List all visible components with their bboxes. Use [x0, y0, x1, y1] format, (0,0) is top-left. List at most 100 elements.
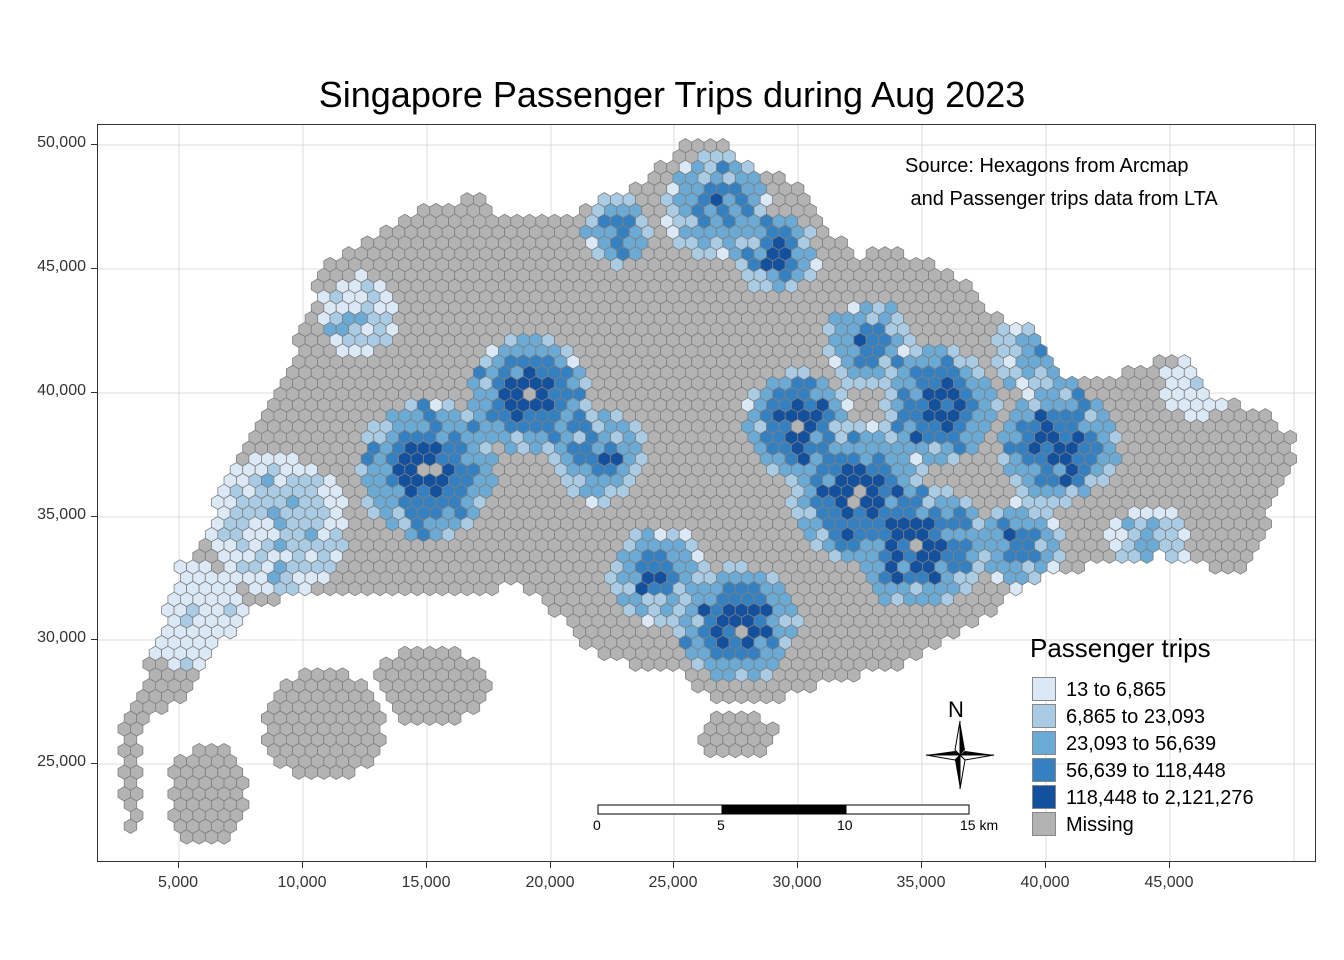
- x-tickmark: [1169, 862, 1170, 868]
- map-title: Singapore Passenger Trips during Aug 202…: [318, 74, 1026, 115]
- legend-label: 13 to 6,865: [1066, 679, 1167, 701]
- hexagon-cell: [772, 688, 786, 705]
- hexagon-cell: [317, 764, 331, 780]
- y-tickmark: [91, 763, 97, 764]
- x-tickmark: [673, 862, 674, 868]
- x-tick-label: 35,000: [896, 874, 946, 891]
- scale-label: 5: [717, 817, 725, 833]
- hexagon-cell: [173, 688, 187, 705]
- hexagon-cell: [716, 742, 730, 759]
- hexagon-cell: [1059, 559, 1073, 575]
- hexagon-cell: [1190, 548, 1204, 564]
- hexagon-cell: [298, 580, 312, 597]
- legend-swatch: [1032, 677, 1056, 701]
- y-tickmark: [91, 392, 97, 393]
- hexagon-cell: [254, 591, 269, 608]
- hexagon-cell: [653, 656, 668, 672]
- legend-label: 56,639 to 118,448: [1066, 760, 1226, 782]
- hexagon-cell: [1102, 548, 1117, 564]
- x-tick-label: 20,000: [525, 874, 575, 891]
- hexagon-cell: [747, 688, 761, 705]
- legend-label: Missing: [1066, 814, 1134, 836]
- hexagon-cell: [1208, 559, 1223, 575]
- legend-swatch: [1032, 785, 1056, 809]
- hexagon-map: [98, 125, 1315, 861]
- hexagon-cell: [834, 667, 848, 683]
- hexagon-cell: [335, 580, 350, 597]
- hexagon-cell: [373, 580, 387, 597]
- scale-label: 10: [837, 817, 853, 833]
- y-tickmark: [91, 144, 97, 145]
- hexagon-cell: [410, 710, 424, 726]
- scale-label: 15 km: [960, 817, 999, 833]
- hexagon-cell: [890, 656, 905, 672]
- north-label: N: [948, 697, 964, 722]
- hexagon-cell: [472, 580, 487, 597]
- hexagon-cell: [753, 742, 767, 759]
- hexagon-cell: [342, 764, 356, 780]
- hexagon-cell: [155, 699, 169, 716]
- x-tickmark: [1045, 862, 1046, 868]
- x-tick-label: 25,000: [648, 874, 698, 891]
- y-tick-label: 25,000: [37, 753, 86, 770]
- hexagon-cell: [466, 699, 481, 716]
- y-tick-label: 30,000: [37, 629, 86, 646]
- hexagon-cell: [578, 634, 593, 651]
- hexagon-layer: [117, 138, 1297, 845]
- hexagon-cell: [791, 678, 805, 694]
- hexagon-cell: [385, 580, 400, 597]
- hexagon-cell: [223, 624, 237, 640]
- hexagon-cell: [1233, 559, 1247, 575]
- legend-swatch: [1032, 704, 1056, 728]
- hexagon-cell: [329, 764, 343, 780]
- hexagon-cell: [691, 678, 705, 694]
- hexagon-cell: [865, 656, 880, 672]
- hexagon-cell: [728, 742, 742, 759]
- legend-swatch: [1032, 812, 1056, 836]
- hexagon-cell: [360, 580, 375, 597]
- legend-swatch: [1032, 758, 1056, 782]
- x-tickmark: [550, 862, 551, 868]
- x-tickmark: [921, 862, 922, 868]
- hexagon-cell: [909, 645, 923, 662]
- hexagon-cell: [803, 678, 817, 694]
- hexagon-cell: [734, 688, 749, 705]
- hexagon-cell: [398, 710, 412, 726]
- hexagon-cell: [348, 580, 362, 597]
- hexagon-cell: [1127, 548, 1141, 564]
- hexagon-cell: [1165, 548, 1179, 564]
- hexagon-cell: [398, 580, 412, 597]
- hexagon-cell: [273, 753, 287, 770]
- hexagon-cell: [1177, 548, 1191, 564]
- hexagon-cell: [1090, 548, 1104, 564]
- y-tickmark: [91, 516, 97, 517]
- hexagon-cell: [965, 613, 979, 629]
- hexagon-cell: [666, 656, 680, 672]
- y-tick-label: 35,000: [37, 506, 86, 523]
- hexagon-cell: [703, 742, 717, 759]
- hexagon-cell: [641, 656, 655, 672]
- hexagon-cell: [504, 570, 518, 586]
- hexagon-cell: [1046, 559, 1060, 575]
- hexagon-cell: [1009, 580, 1023, 597]
- hexagon-cell: [485, 580, 499, 597]
- x-tick-label: 10,000: [277, 874, 327, 891]
- hexagon-cell: [123, 818, 138, 834]
- hexagon-cell: [423, 580, 437, 597]
- x-tick-label: 45,000: [1144, 874, 1194, 891]
- hexagon-cell: [1028, 570, 1042, 586]
- hexagon-cell: [410, 580, 424, 597]
- hexagon-cell: [610, 645, 624, 662]
- hexagon-cell: [304, 764, 318, 780]
- hexagon-cell: [217, 829, 231, 845]
- hexagon-cell: [984, 602, 998, 618]
- hexagon-cell: [435, 710, 449, 726]
- y-tick-label: 45,000: [37, 258, 86, 275]
- hexagon-cell: [204, 829, 219, 845]
- hexagon-cell: [1140, 548, 1154, 564]
- hexagon-cell: [759, 688, 774, 705]
- y-tickmark: [91, 639, 97, 640]
- hexagon-cell: [722, 688, 736, 705]
- hexagon-cell: [847, 667, 861, 683]
- x-tick-label: 15,000: [401, 874, 451, 891]
